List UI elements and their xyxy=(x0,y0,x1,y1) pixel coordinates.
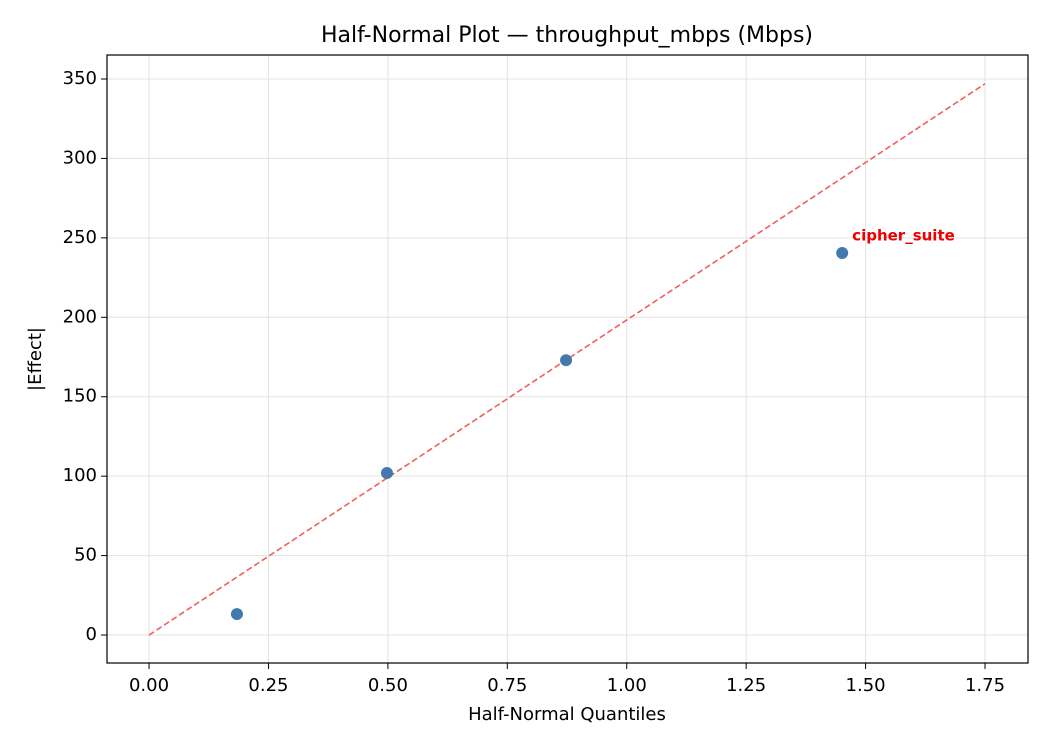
x-tick-label: 0.75 xyxy=(487,675,527,696)
x-tick-label: 1.25 xyxy=(726,675,766,696)
y-tick-label: 250 xyxy=(63,227,97,248)
point xyxy=(380,466,393,479)
x-tick-label: 0.50 xyxy=(368,675,408,696)
annotation: cipher_suite xyxy=(852,226,955,244)
x-tick-label: 1.00 xyxy=(607,675,647,696)
y-tick-label: 50 xyxy=(74,545,97,566)
y-tick-label: 200 xyxy=(63,306,97,327)
x-tick-label: 1.50 xyxy=(846,675,886,696)
y-tick-label: 350 xyxy=(63,68,97,89)
plot-frame xyxy=(106,54,1029,664)
point xyxy=(230,608,243,621)
point xyxy=(560,354,573,367)
y-axis-label: |Effect| xyxy=(25,327,46,391)
point xyxy=(836,246,849,259)
x-tick-label: 1.75 xyxy=(965,675,1005,696)
x-tick-label: 0.25 xyxy=(248,675,288,696)
x-axis-label: Half-Normal Quantiles xyxy=(468,704,666,725)
x-tick-label: 0.00 xyxy=(129,675,169,696)
y-tick-label: 150 xyxy=(63,386,97,407)
y-tick-label: 300 xyxy=(63,147,97,168)
chart-title: Half-Normal Plot — throughput_mbps (Mbps… xyxy=(321,23,813,48)
y-tick-label: 0 xyxy=(86,624,97,645)
y-tick-label: 100 xyxy=(63,465,97,486)
